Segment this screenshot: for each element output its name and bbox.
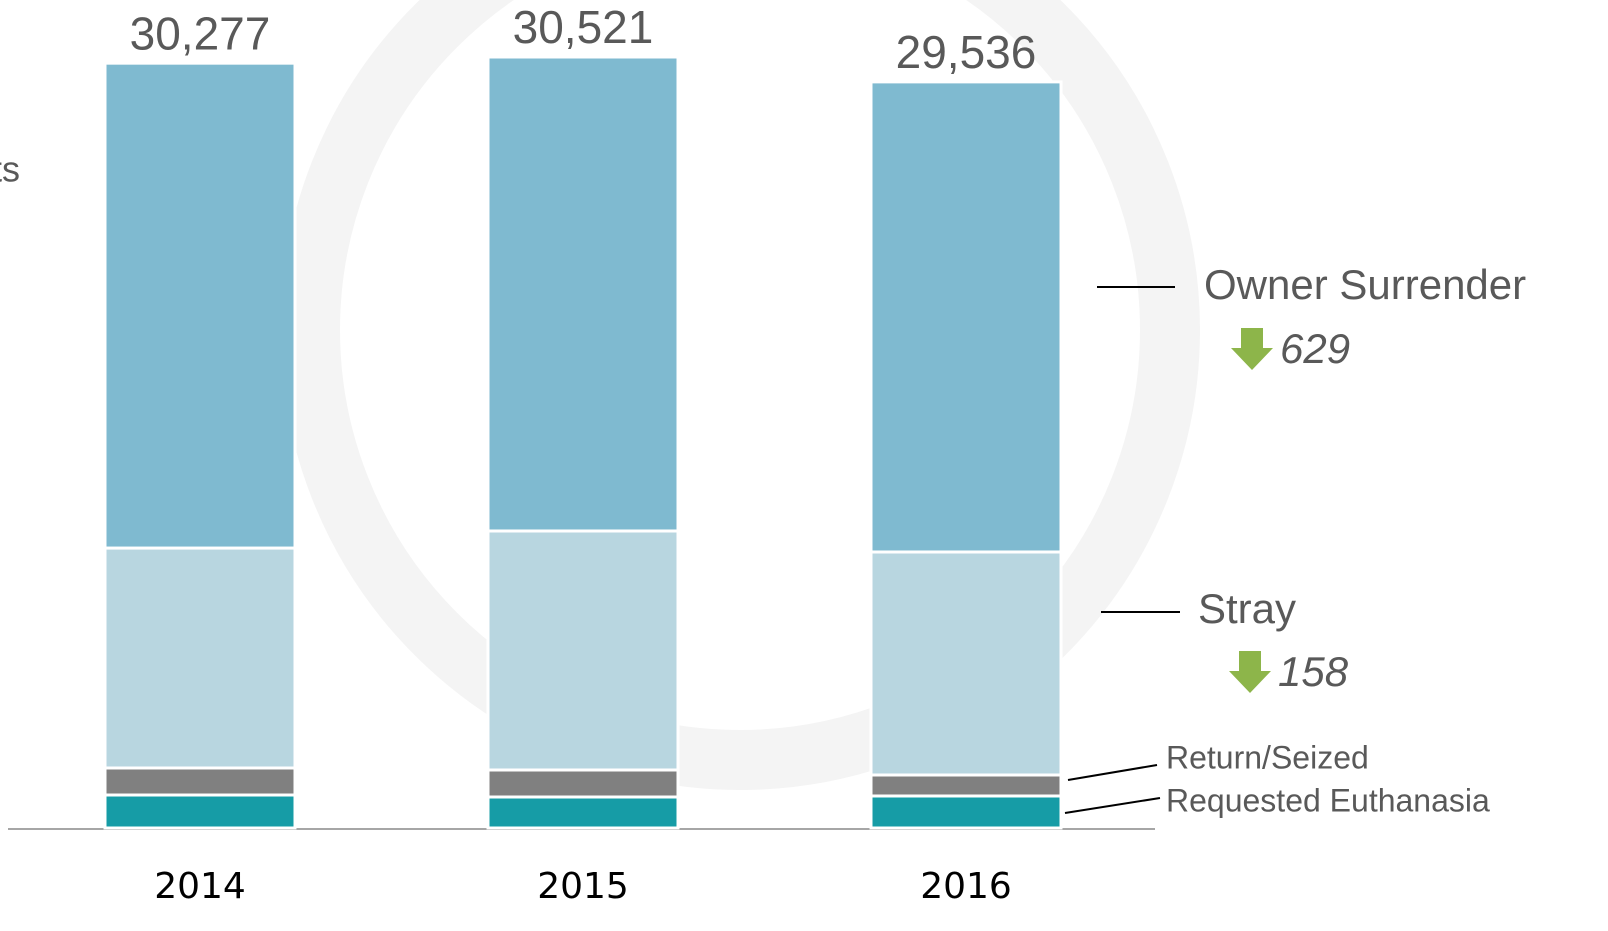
legend-label: Stray (1198, 585, 1296, 632)
bar-segment (488, 57, 678, 531)
legend-label: Owner Surrender (1204, 261, 1526, 308)
bar-segment (105, 63, 295, 548)
bar-segment (488, 797, 678, 828)
bar-segment (105, 795, 295, 828)
total-label: 30,521 (513, 1, 654, 53)
bar-segment (105, 768, 295, 795)
total-label: 30,277 (130, 7, 271, 59)
change-label: 158 (1278, 648, 1349, 695)
bar-segment (871, 796, 1061, 828)
x-tick-label: 2014 (154, 866, 246, 907)
x-tick-label: 2016 (920, 866, 1012, 907)
bar-segment (488, 531, 678, 770)
legend-label: Return/Seized (1166, 739, 1369, 775)
bar-segment (488, 770, 678, 797)
bar-segment (871, 82, 1061, 552)
bar-segment (105, 548, 295, 768)
change-label: 629 (1280, 325, 1350, 372)
chart: ts 30,277 2014 30,521 2015 29,536 2016 Request… (0, 0, 1608, 931)
total-label: 29,536 (896, 26, 1037, 78)
legend-label: Requested Euthanasia (1166, 782, 1490, 818)
down-arrow (1231, 328, 1273, 370)
bar-segment (871, 552, 1061, 775)
leader-line (1068, 765, 1157, 780)
side-label: ts (0, 149, 20, 190)
x-tick-label: 2015 (537, 866, 629, 907)
leader-line (1065, 798, 1160, 813)
bar-segment (871, 775, 1061, 796)
down-arrow (1229, 651, 1271, 693)
